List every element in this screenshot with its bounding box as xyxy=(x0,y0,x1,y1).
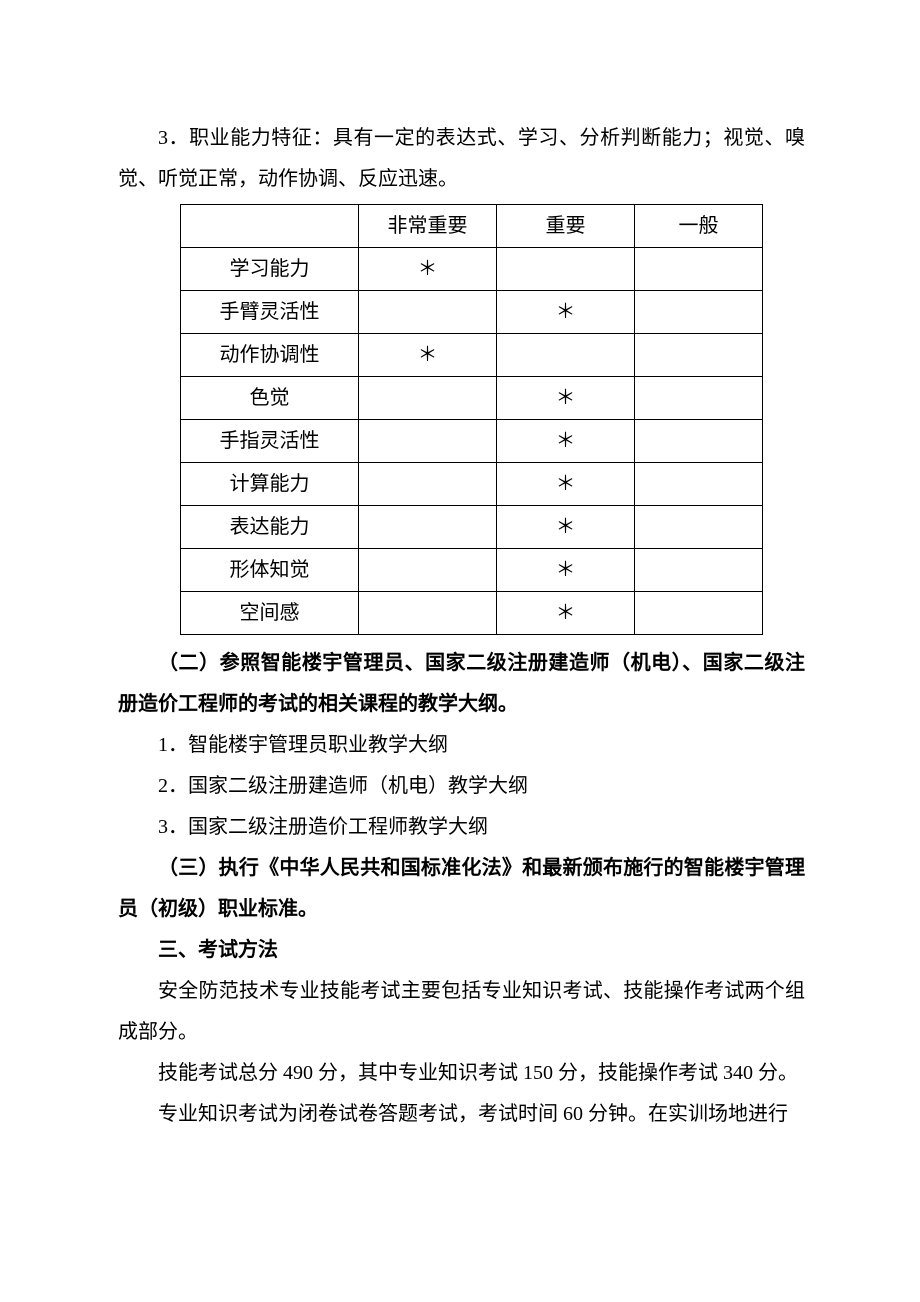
cell-very xyxy=(359,549,497,592)
col-header-important: 重要 xyxy=(497,205,635,248)
table-row: 色觉 ＊ xyxy=(181,377,763,420)
document-page: 3．职业能力特征：具有一定的表达式、学习、分析判断能力；视觉、嗅觉、听觉正常，动… xyxy=(0,0,920,1195)
section-3-heading: （三）执行《中华人民共和国标准化法》和最新颁布施行的智能楼宇管理员（初级）职业标… xyxy=(118,848,805,930)
cell-general xyxy=(635,463,763,506)
cell-important: ＊ xyxy=(497,291,635,334)
table-row: 手指灵活性 ＊ xyxy=(181,420,763,463)
list-item-2: 2．国家二级注册建造师（机电）教学大纲 xyxy=(118,766,805,807)
cell-very: ＊ xyxy=(359,248,497,291)
paragraph-method-2: 技能考试总分 490 分，其中专业知识考试 150 分，技能操作考试 340 分… xyxy=(118,1053,805,1094)
cell-important: ＊ xyxy=(497,377,635,420)
cell-general xyxy=(635,377,763,420)
cell-general xyxy=(635,420,763,463)
section-2-heading: （二）参照智能楼宇管理员、国家二级注册建造师（机电）、国家二级注册造价工程师的考… xyxy=(118,643,805,725)
col-header-very: 非常重要 xyxy=(359,205,497,248)
heading-exam-method: 三、考试方法 xyxy=(118,930,805,971)
table-row: 形体知觉 ＊ xyxy=(181,549,763,592)
col-header-blank xyxy=(181,205,359,248)
row-label: 手臂灵活性 xyxy=(181,291,359,334)
list-item-1: 1．智能楼宇管理员职业教学大纲 xyxy=(118,725,805,766)
cell-general xyxy=(635,549,763,592)
col-header-general: 一般 xyxy=(635,205,763,248)
cell-very xyxy=(359,592,497,635)
table-row: 动作协调性 ＊ xyxy=(181,334,763,377)
cell-very xyxy=(359,291,497,334)
table-row: 学习能力 ＊ xyxy=(181,248,763,291)
cell-very xyxy=(359,420,497,463)
row-label: 形体知觉 xyxy=(181,549,359,592)
row-label: 空间感 xyxy=(181,592,359,635)
cell-general xyxy=(635,291,763,334)
cell-important: ＊ xyxy=(497,506,635,549)
table-row: 表达能力 ＊ xyxy=(181,506,763,549)
cell-very xyxy=(359,463,497,506)
cell-general xyxy=(635,506,763,549)
ability-table: 非常重要 重要 一般 学习能力 ＊ 手臂灵活性 ＊ 动作协调性 ＊ xyxy=(180,204,763,635)
cell-general xyxy=(635,248,763,291)
row-label: 色觉 xyxy=(181,377,359,420)
paragraph-method-1: 安全防范技术专业技能考试主要包括专业知识考试、技能操作考试两个组成部分。 xyxy=(118,971,805,1053)
paragraph-method-3: 专业知识考试为闭卷试卷答题考试，考试时间 60 分钟。在实训场地进行 xyxy=(118,1094,805,1135)
cell-important: ＊ xyxy=(497,420,635,463)
row-label: 表达能力 xyxy=(181,506,359,549)
cell-very xyxy=(359,377,497,420)
list-item-3: 3．国家二级注册造价工程师教学大纲 xyxy=(118,807,805,848)
cell-very xyxy=(359,506,497,549)
cell-important xyxy=(497,334,635,377)
row-label: 计算能力 xyxy=(181,463,359,506)
cell-important: ＊ xyxy=(497,463,635,506)
table-header-row: 非常重要 重要 一般 xyxy=(181,205,763,248)
row-label: 动作协调性 xyxy=(181,334,359,377)
paragraph-ability-intro: 3．职业能力特征：具有一定的表达式、学习、分析判断能力；视觉、嗅觉、听觉正常，动… xyxy=(118,118,805,200)
cell-general xyxy=(635,592,763,635)
cell-important xyxy=(497,248,635,291)
cell-very: ＊ xyxy=(359,334,497,377)
table-row: 计算能力 ＊ xyxy=(181,463,763,506)
cell-important: ＊ xyxy=(497,549,635,592)
cell-general xyxy=(635,334,763,377)
row-label: 手指灵活性 xyxy=(181,420,359,463)
row-label: 学习能力 xyxy=(181,248,359,291)
table-row: 空间感 ＊ xyxy=(181,592,763,635)
cell-important: ＊ xyxy=(497,592,635,635)
table-row: 手臂灵活性 ＊ xyxy=(181,291,763,334)
